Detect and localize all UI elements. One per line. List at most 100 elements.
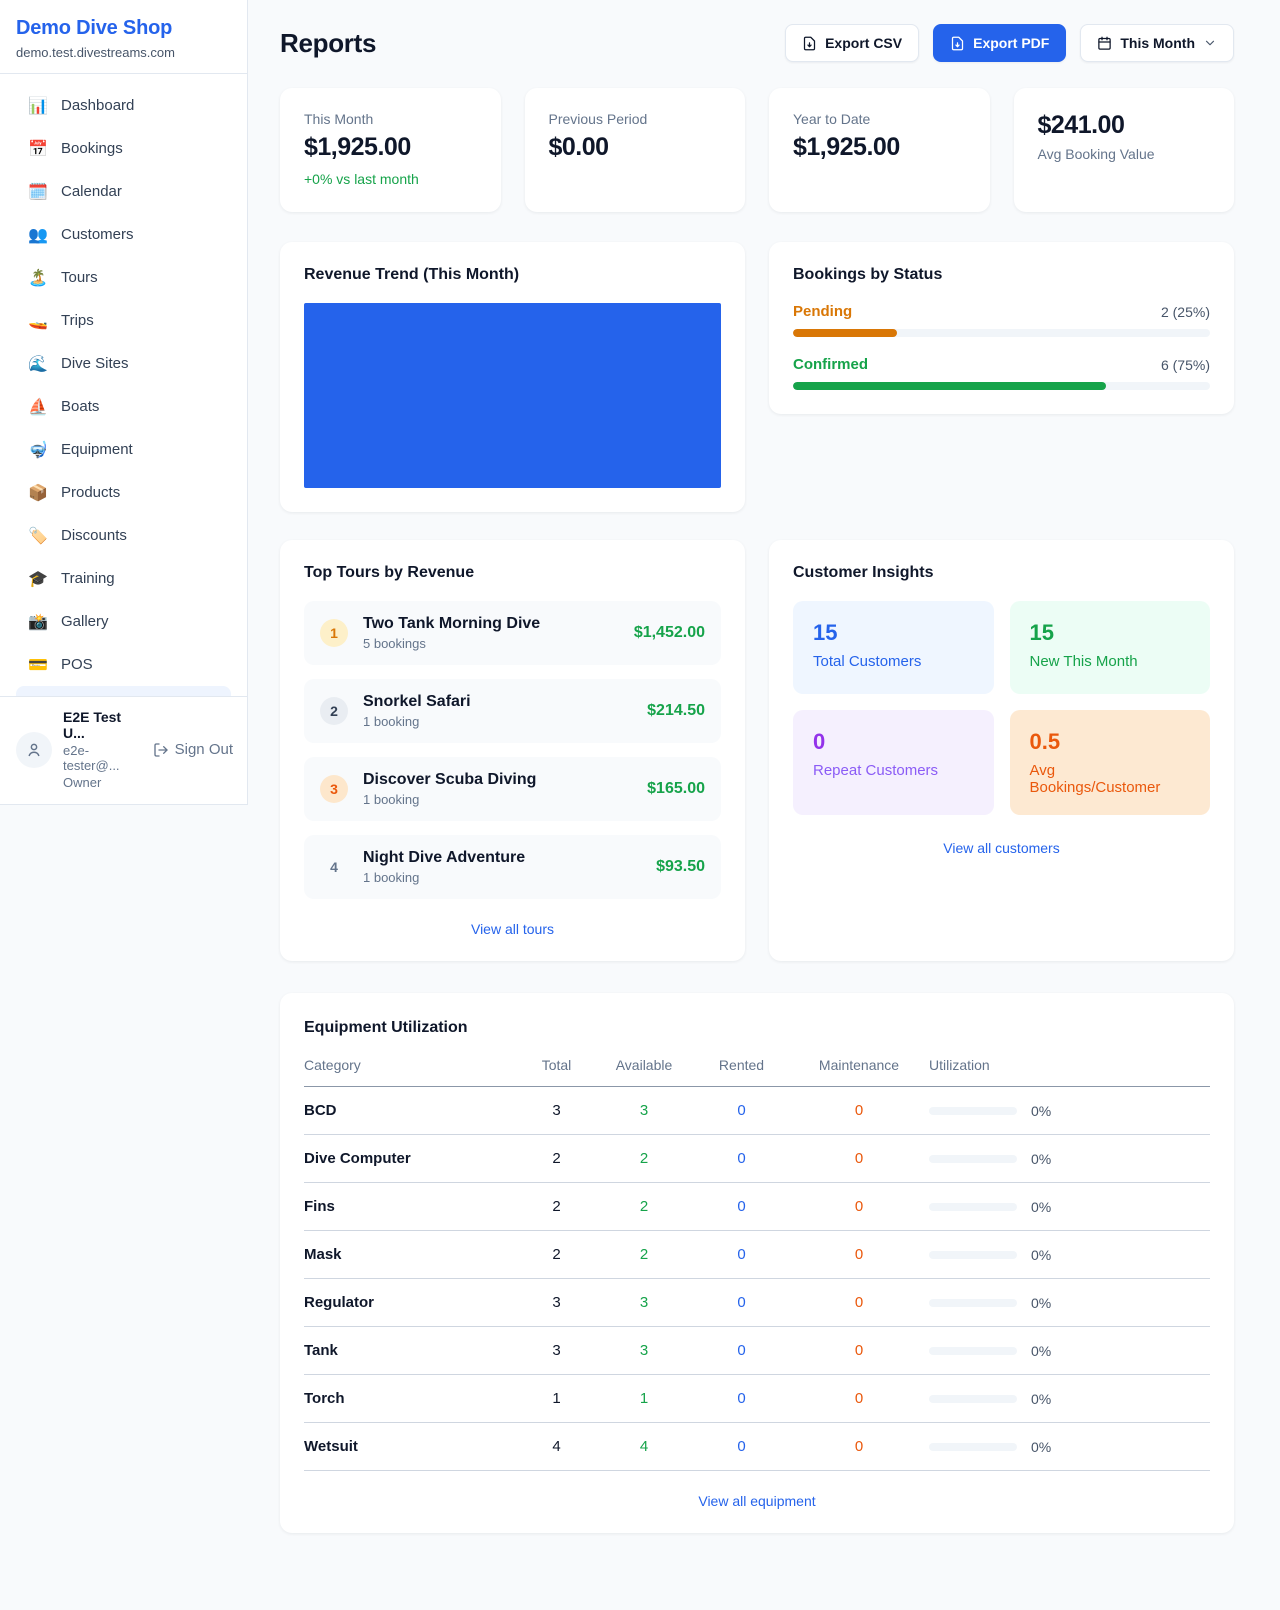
sidebar-item-pos[interactable]: 💳 POS xyxy=(8,643,239,686)
sidebar-item-dive-sites[interactable]: 🌊 Dive Sites xyxy=(8,342,239,385)
sidebar-item-label: Bookings xyxy=(61,140,123,157)
cell-utilization: 0% xyxy=(929,1295,1210,1311)
people-icon: 👥 xyxy=(28,226,48,244)
main-content: Reports Export CSV Export PDF This Month… xyxy=(248,0,1280,1573)
tour-name: Snorkel Safari xyxy=(363,693,471,710)
utilization-bar xyxy=(929,1298,1017,1307)
export-csv-button[interactable]: Export CSV xyxy=(785,24,920,62)
view-all-customers-link[interactable]: View all customers xyxy=(943,840,1060,856)
equipment-utilization-card: Equipment Utilization Category Total Ava… xyxy=(280,993,1234,1533)
insight-label: New This Month xyxy=(1029,653,1138,670)
equipment-table: Category Total Available Rented Maintena… xyxy=(304,1057,1210,1471)
user-role: Owner xyxy=(63,775,102,790)
utilization-pct: 0% xyxy=(1031,1198,1052,1215)
col-header-maintenance: Maintenance xyxy=(818,1057,900,1073)
tour-name: Night Dive Adventure xyxy=(363,849,526,866)
brand: Demo Dive Shop demo.test.divestreams.com xyxy=(0,0,247,74)
sidebar-item-boats[interactable]: ⛵ Boats xyxy=(8,385,239,428)
wave-icon: 🌊 xyxy=(28,355,48,373)
col-header-utilization: Utilization xyxy=(929,1057,990,1073)
cell-total: 3 xyxy=(552,1342,561,1359)
col-header-available: Available xyxy=(615,1057,673,1073)
sign-out-button[interactable]: Sign Out xyxy=(153,741,233,758)
sidebar-nav: 📊 Dashboard 📅 Bookings 🗓️ Calendar 👥 Custome… xyxy=(0,74,247,696)
cell-utilization: 0% xyxy=(929,1391,1210,1407)
table-row: Fins 2 2 0 0 0% xyxy=(304,1183,1210,1231)
cell-maintenance: 0 xyxy=(854,1150,864,1167)
sidebar-item-customers[interactable]: 👥 Customers xyxy=(8,213,239,256)
tour-bookings: 5 bookings xyxy=(363,636,426,651)
bar-chart-icon: 📊 xyxy=(28,97,48,115)
period-dropdown[interactable]: This Month xyxy=(1080,24,1234,62)
island-icon: 🏝️ xyxy=(28,269,48,287)
cell-category: Dive Computer xyxy=(304,1150,411,1167)
sidebar-item-label: Calendar xyxy=(61,183,122,200)
insight-tile-avg-bookings: 0.5 Avg Bookings/Customer xyxy=(1009,710,1210,815)
sidebar-item-calendar[interactable]: 🗓️ Calendar xyxy=(8,170,239,213)
utilization-pct: 0% xyxy=(1031,1246,1052,1263)
export-pdf-button[interactable]: Export PDF xyxy=(933,24,1067,62)
sidebar-item-dashboard[interactable]: 📊 Dashboard xyxy=(8,84,239,127)
brand-name: Demo Dive Shop xyxy=(16,17,173,39)
sign-out-label: Sign Out xyxy=(174,741,233,758)
speedboat-icon: 🚤 xyxy=(28,312,48,330)
sidebar-item-products[interactable]: 📦 Products xyxy=(8,471,239,514)
stats-row: This Month $1,925.00 +0% vs last month P… xyxy=(280,88,1234,212)
sidebar-item-bookings[interactable]: 📅 Bookings xyxy=(8,127,239,170)
sidebar-item-label: Trips xyxy=(61,312,94,329)
progress-fill xyxy=(793,382,1106,390)
cell-total: 2 xyxy=(552,1246,561,1263)
utilization-bar xyxy=(929,1442,1017,1451)
utilization-pct: 0% xyxy=(1031,1438,1052,1455)
brand-domain: demo.test.divestreams.com xyxy=(16,45,175,60)
view-all-tours-link[interactable]: View all tours xyxy=(470,921,554,937)
tour-row: 1 Two Tank Morning Dive 5 bookings $1,452… xyxy=(304,601,721,665)
cell-rented: 0 xyxy=(737,1198,746,1215)
sidebar-item-tours[interactable]: 🏝️ Tours xyxy=(8,256,239,299)
bookings-by-status-title: Bookings by Status xyxy=(793,266,943,283)
insight-value: 0 xyxy=(813,729,826,754)
utilization-pct: 0% xyxy=(1031,1294,1052,1311)
cell-category: Regulator xyxy=(304,1294,375,1311)
cell-utilization: 0% xyxy=(929,1439,1210,1455)
sidebar-item-trips[interactable]: 🚤 Trips xyxy=(8,299,239,342)
cell-total: 3 xyxy=(552,1294,561,1311)
sidebar-item-discounts[interactable]: 🏷️ Discounts xyxy=(8,514,239,557)
tour-row: 3 Discover Scuba Diving 1 booking $165.00 xyxy=(304,757,721,821)
sidebar-item-label: Equipment xyxy=(61,441,133,458)
progress-track xyxy=(793,329,1210,337)
utilization-bar xyxy=(929,1106,1017,1115)
graduation-cap-icon: 🎓 xyxy=(28,570,48,588)
calendar-date-icon: 📅 xyxy=(28,140,48,158)
table-row: BCD 3 3 0 0 0% xyxy=(304,1087,1210,1135)
cell-maintenance: 0 xyxy=(854,1198,864,1215)
sidebar-item-label: Discounts xyxy=(61,527,127,544)
status-count: 6 (75%) xyxy=(1160,356,1210,373)
col-header-category: Category xyxy=(304,1057,361,1073)
avatar xyxy=(16,731,52,768)
file-download-icon xyxy=(951,36,964,50)
sidebar-item-training[interactable]: 🎓 Training xyxy=(8,557,239,600)
user-email: e2e-tester@... xyxy=(63,743,120,773)
cell-category: Torch xyxy=(304,1390,345,1407)
stat-value: $1,925.00 xyxy=(304,133,411,161)
sailboat-icon: ⛵ xyxy=(28,398,48,416)
view-all-equipment-link[interactable]: View all equipment xyxy=(698,1493,816,1509)
user-name: E2E Test U... xyxy=(63,709,122,741)
sidebar-item-label: Boats xyxy=(61,398,100,415)
cell-utilization: 0% xyxy=(929,1103,1210,1119)
cell-category: Mask xyxy=(304,1246,342,1263)
camera-icon: 📸 xyxy=(28,613,48,631)
sidebar-item-label: Dashboard xyxy=(61,97,135,114)
table-header-row: Category Total Available Rented Maintena… xyxy=(304,1057,1210,1087)
col-header-total: Total xyxy=(541,1057,572,1073)
revenue-trend-card: Revenue Trend (This Month) xyxy=(280,242,745,512)
sidebar-item-reports-partial[interactable] xyxy=(16,686,231,696)
insight-label: Repeat Customers xyxy=(813,762,939,779)
cell-available: 3 xyxy=(639,1342,649,1359)
sidebar-item-equipment[interactable]: 🤿 Equipment xyxy=(8,428,239,471)
top-tours-card: Top Tours by Revenue 1 Two Tank Morning … xyxy=(280,540,745,961)
table-row: Wetsuit 4 4 0 0 0% xyxy=(304,1423,1210,1471)
sidebar-item-gallery[interactable]: 📸 Gallery xyxy=(8,600,239,643)
sidebar-item-label: Training xyxy=(61,570,115,587)
